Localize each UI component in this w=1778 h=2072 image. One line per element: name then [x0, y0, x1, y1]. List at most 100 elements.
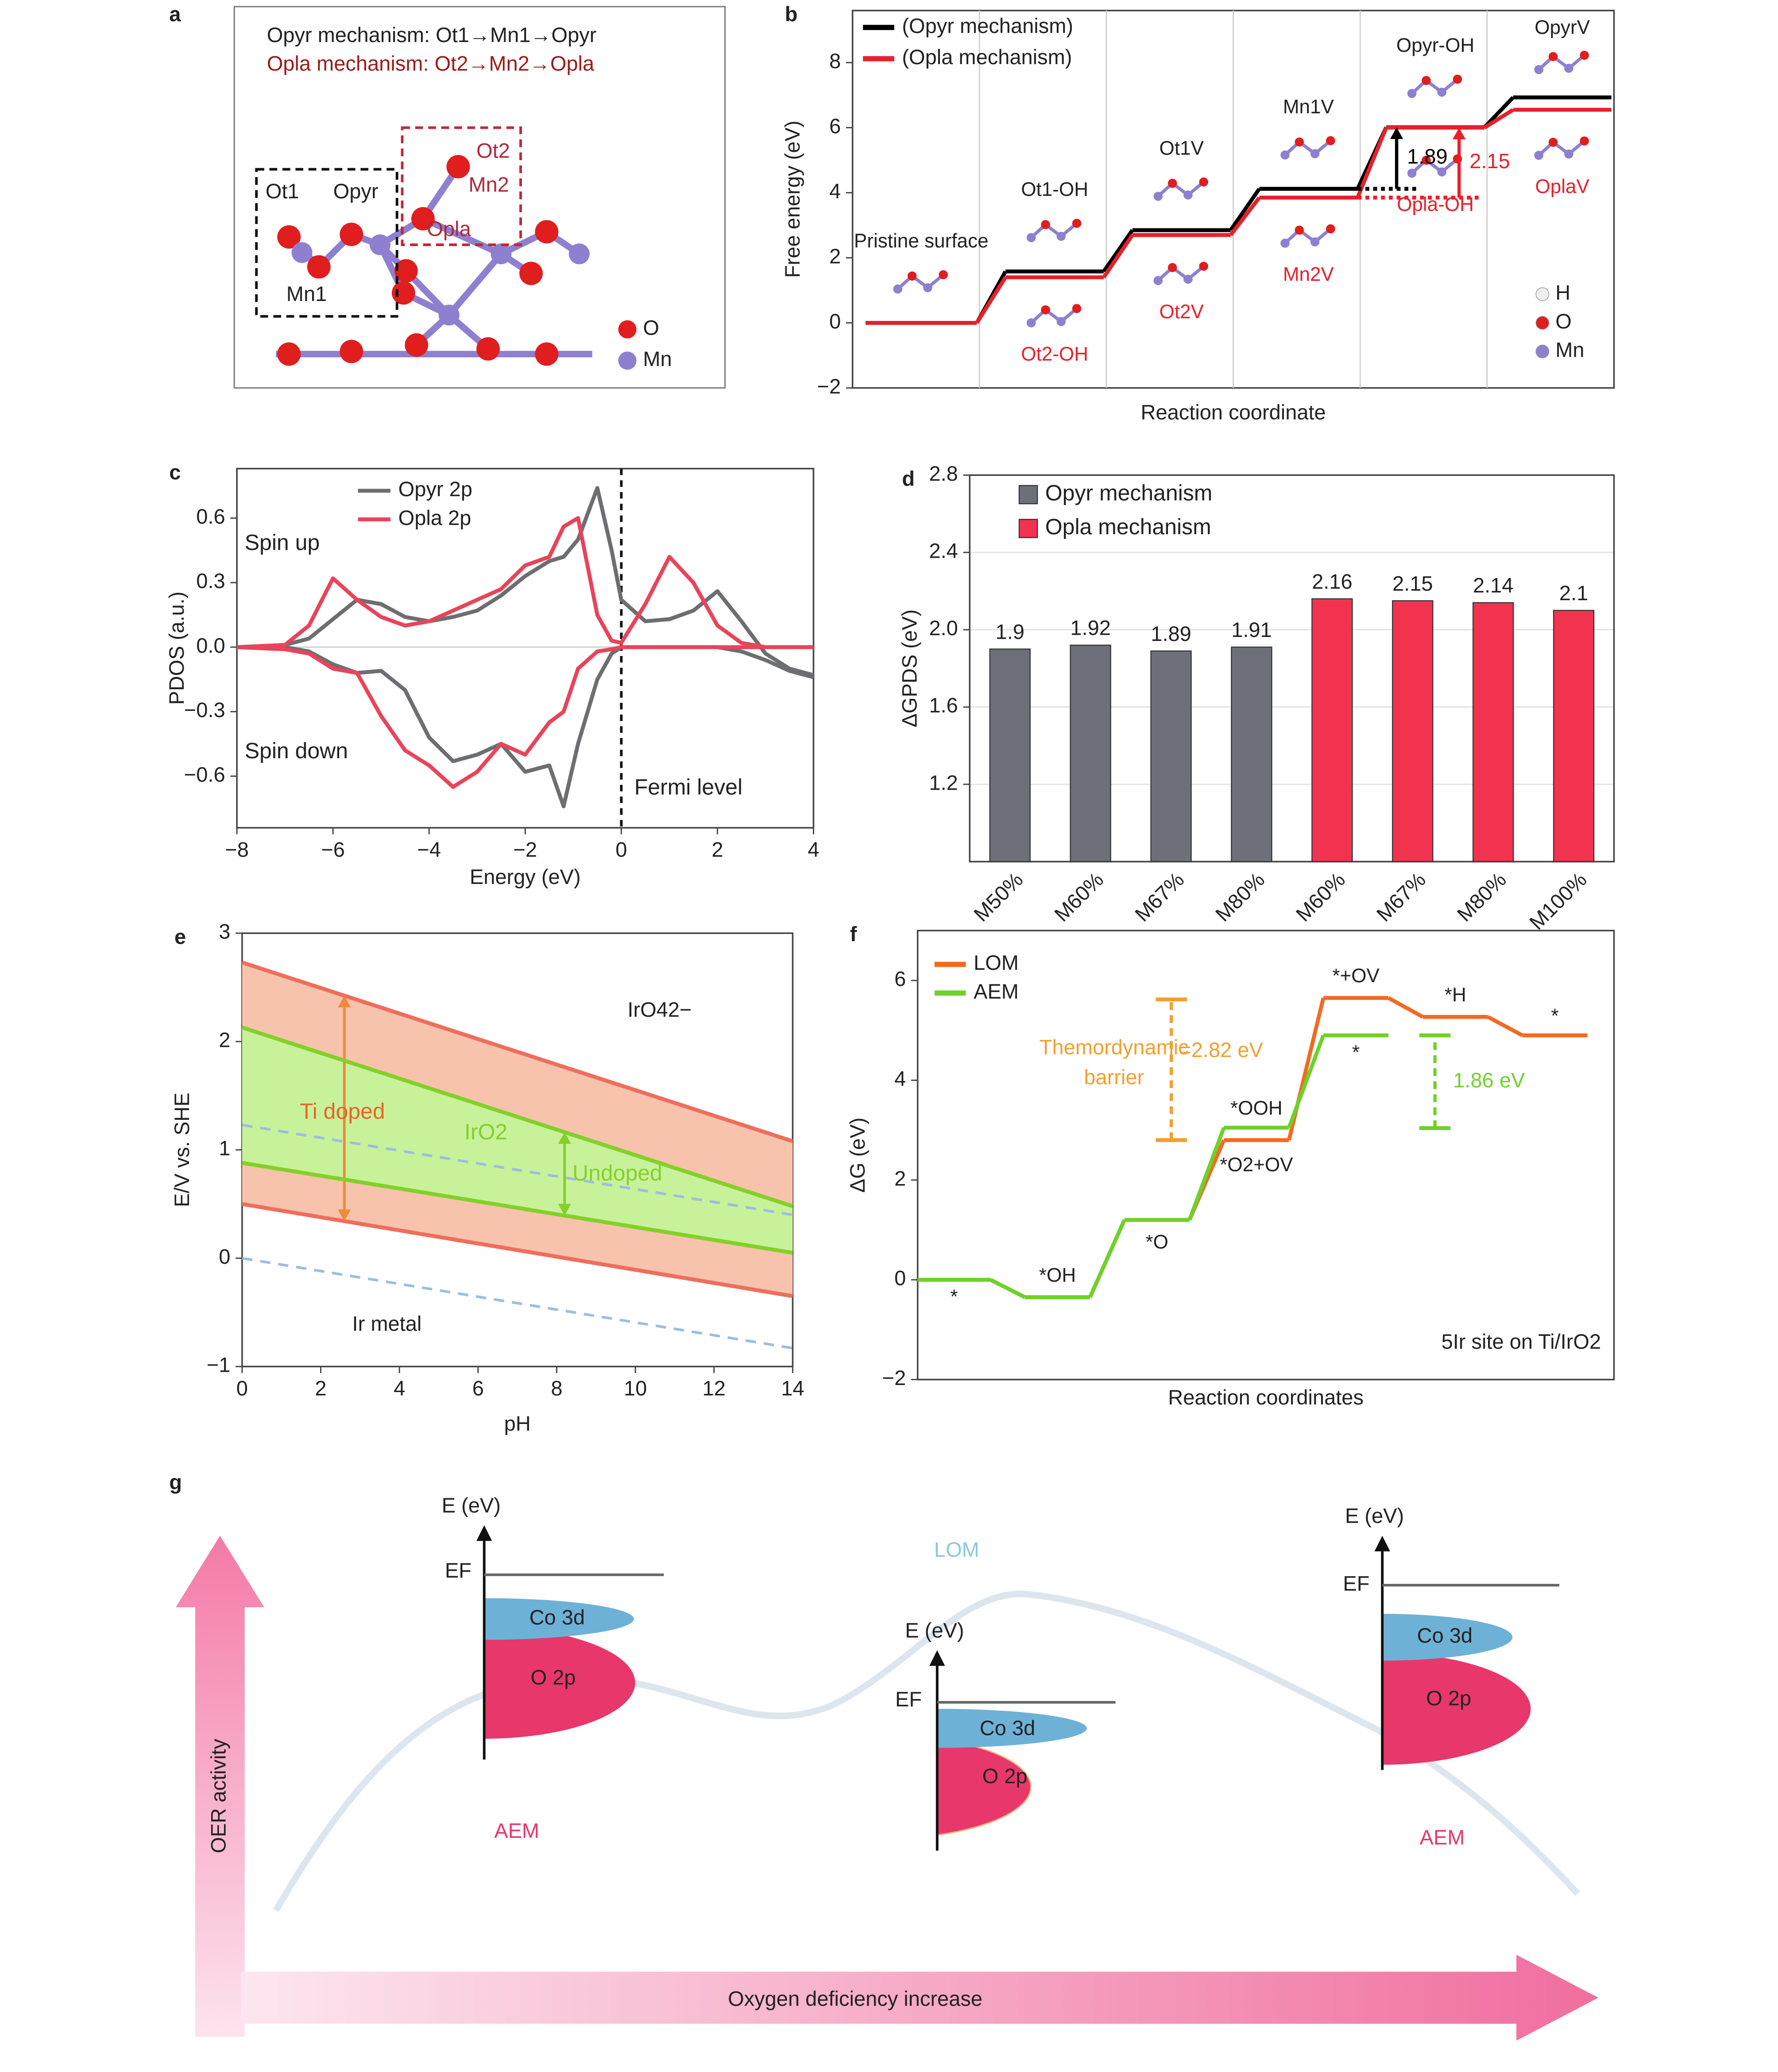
molecule-atom — [1183, 274, 1193, 284]
y-tick-label: 4 — [894, 1067, 906, 1090]
y-tick-label: 0 — [894, 1266, 906, 1290]
legend-swatch — [618, 320, 637, 339]
dashed-line — [242, 1123, 793, 1216]
state-label: Opyr-OH — [1396, 35, 1474, 56]
state-label: * — [950, 1286, 958, 1308]
y-tick-label: 1 — [219, 1136, 230, 1160]
site-box — [401, 126, 522, 246]
state-label: Mn1V — [1283, 96, 1334, 118]
x-tick-label: 4 — [394, 1377, 405, 1400]
axis-label: E (eV) — [1345, 1504, 1404, 1528]
co3d-band — [937, 1709, 1087, 1748]
molecule-atom — [1199, 262, 1209, 271]
panel-a: a Opyr mechanism: Ot1→Mn1→Opyr Opla mech… — [169, 2, 726, 389]
panel-g: g OER activity Oxygen deficiency increas… — [169, 1470, 1599, 2041]
band-label: IrO2 — [464, 1119, 507, 1144]
band-edge — [242, 1202, 793, 1298]
legend-swatch — [1535, 287, 1550, 301]
y-tick-label: 1.6 — [929, 694, 958, 717]
arrowhead — [558, 1204, 571, 1216]
y-tick-label: −2 — [817, 374, 841, 398]
molecule-atom — [923, 283, 932, 293]
value-label: 1.91 — [1231, 618, 1272, 641]
annotation: Fermi level — [634, 775, 742, 799]
molecule-atom — [1534, 65, 1544, 74]
x-tick-label: M100% — [1525, 868, 1591, 934]
molecule-atom — [1056, 232, 1066, 241]
band-label: O 2p — [1426, 1686, 1471, 1709]
y-tick-label: 8 — [829, 49, 841, 73]
molecule-atom — [1548, 138, 1558, 147]
state-label: *+OV — [1332, 965, 1380, 987]
curve-label: AEM — [1420, 1825, 1465, 1849]
molecule-atom — [1041, 220, 1050, 229]
band-fill — [242, 1027, 793, 1253]
band-arrow-label: Undoped — [572, 1161, 662, 1185]
molecule-atom — [1167, 178, 1177, 188]
bar — [1553, 610, 1595, 862]
y-tick-label: −0.6 — [184, 763, 225, 786]
bar — [1392, 600, 1434, 862]
legend-swatch — [618, 351, 637, 370]
x-tick-label: M80% — [1452, 868, 1511, 926]
bar — [1473, 602, 1514, 862]
band-edge — [242, 1161, 793, 1255]
x-tick-label: −6 — [321, 837, 345, 861]
x-tick-label: 2 — [711, 837, 723, 861]
y-tick-label: 2.0 — [929, 616, 958, 640]
legend-swatch — [1535, 344, 1550, 359]
legend-label: Opla mechanism — [1045, 514, 1211, 539]
molecule-atom — [1056, 317, 1066, 326]
level-connector — [989, 1278, 1026, 1299]
x-tick-label: M67% — [1372, 868, 1430, 926]
x-tick-label: −8 — [225, 837, 249, 861]
state-label: Ot2V — [1160, 301, 1204, 323]
value-label: 2.1 — [1559, 581, 1588, 605]
curve-label: AEM — [494, 1819, 539, 1842]
x-tick-label: −2 — [513, 837, 537, 861]
arrowhead — [1453, 127, 1466, 139]
bar — [1150, 650, 1192, 862]
arrowhead — [1390, 127, 1403, 139]
level-connector — [1088, 1219, 1126, 1298]
o2p-band — [936, 1738, 1032, 1836]
fermi-label: EF — [1343, 1572, 1369, 1595]
curve-label: LOM — [934, 1538, 979, 1561]
band-label: O 2p — [982, 1764, 1028, 1788]
legend-label: Mn — [1555, 338, 1584, 361]
band-edge — [241, 961, 793, 1143]
atoms — [277, 155, 590, 366]
molecule-atom — [1153, 276, 1163, 286]
x-tick-label: 0 — [615, 837, 627, 861]
legend-label: (Opyr mechanism) — [902, 14, 1073, 37]
panel-label: a — [169, 2, 181, 26]
pdos-line — [236, 516, 814, 649]
y-axis-title: Free energy (eV) — [781, 120, 804, 278]
barrier-label: 1.86 eV — [1453, 1068, 1525, 1092]
molecule-atom — [1295, 225, 1304, 235]
level-connector — [1483, 96, 1515, 129]
y-tick-label: 0.3 — [196, 569, 225, 593]
difference-label: 1.89 — [1407, 145, 1448, 168]
x-tick-label: M50% — [969, 868, 1028, 926]
legend-label: Opla 2p — [398, 506, 472, 529]
site-box — [255, 168, 398, 318]
annotation: 5Ir site on Ti/IrO2 — [1442, 1330, 1601, 1353]
state-label: *OOH — [1230, 1097, 1283, 1119]
y-tick-label: 6 — [894, 967, 906, 990]
legend-label: (Opla mechanism) — [902, 45, 1072, 69]
band-label: Co 3d — [530, 1605, 585, 1629]
site-label: Opla — [427, 217, 471, 240]
state-label: *O — [1145, 1231, 1168, 1253]
y-axis-title: PDOS (a.u.) — [165, 591, 188, 705]
state-label: OplaV — [1535, 176, 1589, 197]
y-tick-label: 4 — [829, 179, 841, 203]
legend-swatch — [1535, 316, 1550, 330]
molecule-atom — [1437, 87, 1447, 97]
y-tick-label: 0.0 — [196, 633, 225, 657]
x-tick-label: 8 — [551, 1377, 562, 1400]
molecule-atom — [1564, 149, 1573, 159]
state-label: * — [1551, 1005, 1558, 1027]
